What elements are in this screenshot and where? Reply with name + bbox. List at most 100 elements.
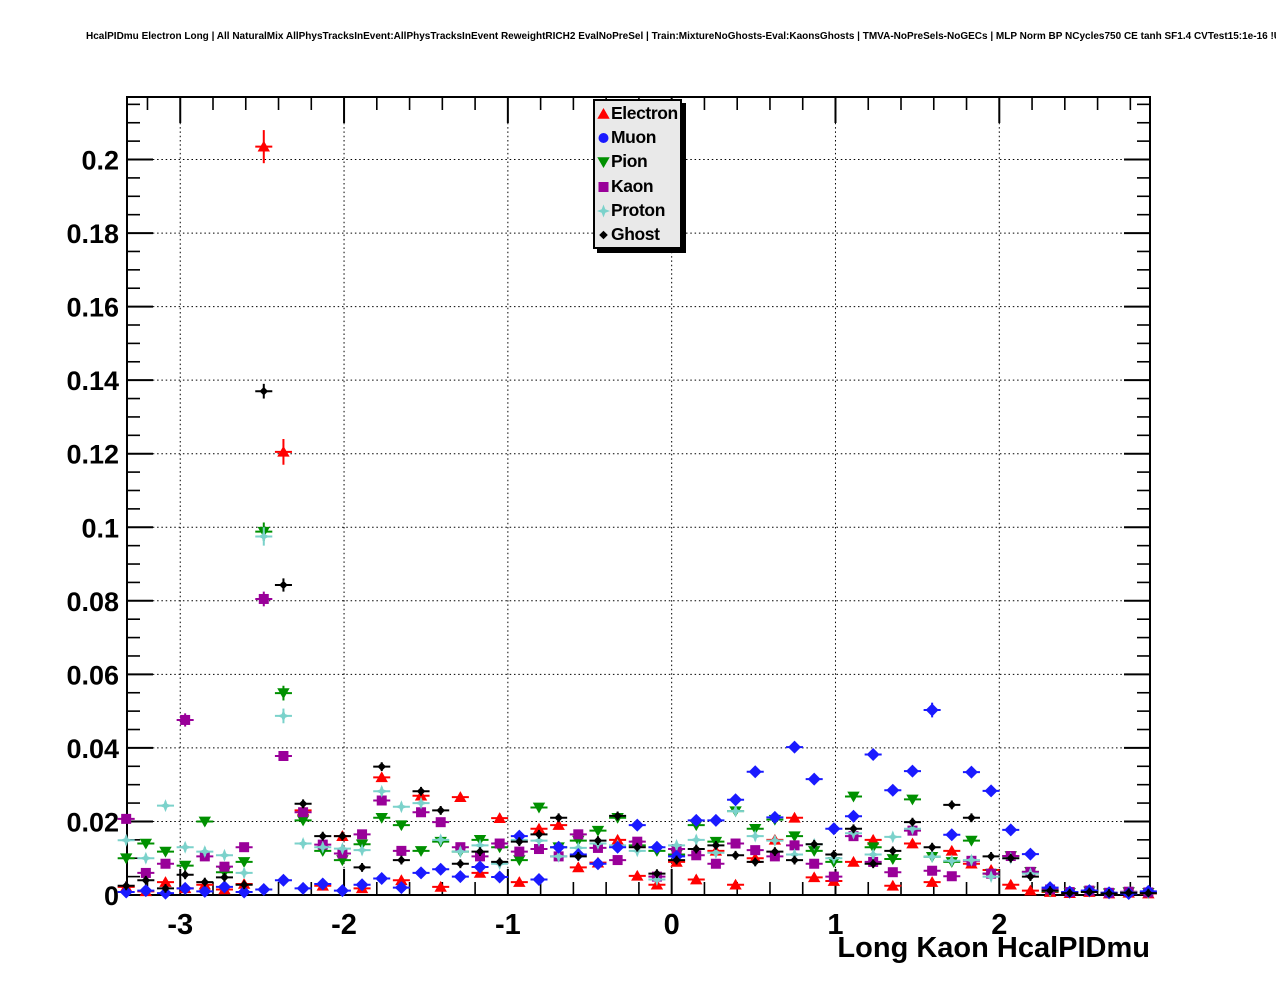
data-marker	[473, 860, 487, 874]
data-marker	[847, 809, 861, 823]
data-marker	[1024, 884, 1037, 896]
y-tick-label: 0.18	[66, 219, 119, 249]
data-marker	[357, 829, 368, 840]
legend-label: Ghost	[611, 224, 660, 245]
data-marker	[534, 830, 544, 839]
data-marker	[532, 822, 546, 834]
data-marker	[119, 885, 133, 899]
data-marker	[494, 838, 505, 849]
data-marker	[729, 804, 743, 818]
data-marker	[984, 784, 998, 798]
data-marker	[925, 703, 939, 717]
data-marker	[597, 204, 610, 218]
y-tick-label: 0.1	[81, 513, 119, 543]
data-marker	[453, 870, 467, 884]
data-marker	[868, 859, 878, 869]
data-marker	[552, 849, 566, 863]
data-marker	[1124, 888, 1134, 898]
y-tick-label: 0.02	[66, 807, 119, 837]
data-marker	[573, 852, 583, 861]
data-marker	[277, 688, 290, 700]
x-tick-label: 2	[991, 909, 1007, 941]
data-marker	[886, 854, 900, 865]
data-marker	[886, 783, 900, 797]
muon-marker-icon	[598, 132, 609, 143]
data-marker	[139, 851, 153, 865]
data-marker	[121, 813, 132, 824]
data-marker	[591, 857, 605, 871]
plot-frame	[126, 96, 1151, 896]
data-marker	[180, 714, 191, 725]
data-marker	[414, 846, 428, 857]
data-marker	[768, 810, 782, 824]
legend-box: Electron Muon Pion Kaon Proton Ghost	[593, 99, 682, 249]
data-marker	[532, 802, 546, 814]
data-marker	[514, 846, 525, 857]
data-marker	[394, 881, 408, 895]
data-marker	[375, 812, 388, 824]
data-marker	[788, 811, 801, 823]
data-marker	[139, 884, 153, 898]
data-marker	[964, 765, 978, 779]
data-marker	[257, 529, 271, 543]
data-marker	[770, 847, 780, 856]
data-marker	[513, 855, 526, 867]
data-marker	[730, 838, 741, 849]
data-marker	[945, 844, 958, 856]
data-marker	[396, 845, 407, 856]
data-marker	[257, 140, 270, 152]
data-marker	[828, 871, 839, 882]
y-tick-label: 0.08	[66, 587, 119, 617]
data-marker	[967, 813, 976, 823]
data-marker	[631, 869, 644, 881]
data-marker	[925, 850, 939, 864]
data-marker	[475, 851, 486, 862]
data-marker	[376, 795, 387, 806]
x-tick-label: -3	[167, 909, 193, 941]
data-marker	[1045, 886, 1055, 895]
y-tick-label: 0.14	[66, 366, 119, 396]
data-marker	[296, 837, 310, 851]
data-marker	[886, 879, 900, 891]
data-marker	[947, 800, 957, 810]
data-marker	[552, 819, 565, 830]
data-marker	[395, 820, 408, 832]
data-marker	[591, 825, 605, 837]
data-marker	[239, 880, 249, 890]
data-marker	[689, 813, 703, 827]
data-marker	[788, 740, 802, 754]
data-marker	[377, 762, 387, 771]
data-marker	[159, 876, 172, 887]
data-marker	[906, 837, 919, 849]
data-marker	[454, 791, 467, 802]
pion-marker-icon	[597, 157, 610, 169]
data-marker	[258, 593, 269, 604]
data-marker	[711, 841, 721, 850]
data-marker	[276, 873, 290, 887]
data-marker	[927, 842, 937, 852]
data-marker	[160, 858, 171, 869]
x-axis-title: Long Kaon HcalPIDmu	[837, 932, 1150, 964]
data-marker	[355, 843, 369, 857]
data-marker	[1023, 847, 1037, 861]
proton-marker-icon	[597, 204, 610, 218]
data-marker	[908, 817, 917, 827]
data-marker	[217, 848, 231, 862]
data-marker	[1004, 823, 1018, 837]
legend-label: Pion	[611, 151, 648, 172]
data-marker	[219, 861, 230, 872]
data-marker	[416, 807, 427, 818]
data-marker	[435, 817, 446, 828]
data-marker	[217, 880, 231, 894]
y-tick-label: 0	[104, 881, 119, 911]
data-marker	[318, 831, 328, 841]
data-marker	[316, 840, 330, 854]
data-marker	[121, 881, 131, 891]
data-marker	[731, 850, 740, 860]
data-marker	[769, 851, 780, 862]
data-marker	[139, 838, 153, 850]
data-marker	[395, 874, 408, 886]
data-marker	[866, 842, 880, 854]
data-marker	[1026, 872, 1035, 881]
data-marker	[964, 853, 978, 867]
